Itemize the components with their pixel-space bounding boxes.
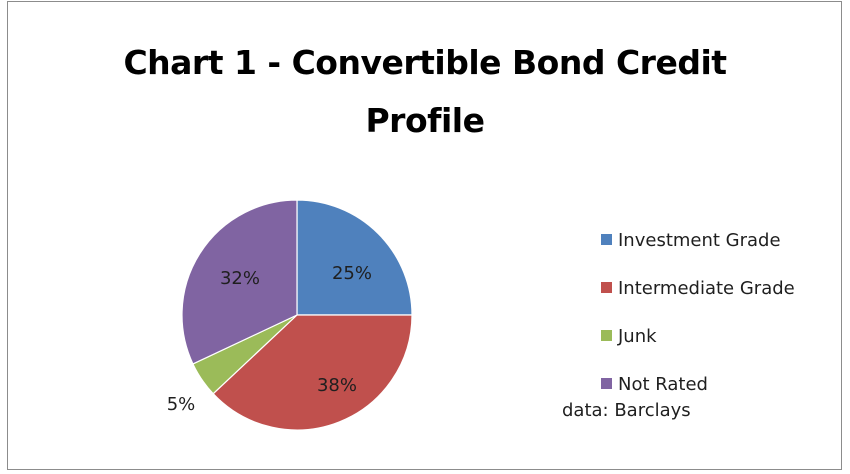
- pie-slice-investment-grade: [296, 199, 413, 316]
- legend-swatch-investment-grade: [601, 234, 612, 245]
- legend-swatch-intermediate-grade: [601, 282, 612, 293]
- data-label-junk: 5%: [167, 394, 196, 415]
- legend-label-not-rated: Not Rated: [618, 374, 708, 395]
- legend-item-intermediate-grade: Intermediate Grade: [601, 276, 795, 302]
- data-label-intermediate-grade: 38%: [317, 375, 357, 396]
- pie-slice-intermediate-grade: [212, 314, 413, 431]
- chart-title: Chart 1 - Convertible Bond Credit Profil…: [0, 34, 850, 150]
- pie-slice-not-rated: [181, 199, 298, 365]
- legend-label-investment-grade: Investment Grade: [618, 230, 781, 251]
- legend-item-investment-grade: Investment Grade: [601, 228, 781, 254]
- chart-frame: [7, 1, 842, 470]
- chart-title-line-2: Profile: [365, 101, 486, 140]
- legend-label-junk: Junk: [618, 326, 657, 347]
- legend-item-not-rated: Not Rated: [601, 372, 708, 398]
- legend-swatch-junk: [601, 330, 612, 341]
- chart-title-line-1: Chart 1 - Convertible Bond Credit: [123, 43, 727, 82]
- legend-swatch-not-rated: [601, 378, 612, 389]
- legend-label-intermediate-grade: Intermediate Grade: [618, 278, 795, 299]
- data-label-not-rated: 32%: [220, 268, 260, 289]
- data-label-investment-grade: 25%: [332, 263, 372, 284]
- source-note: data: Barclays: [562, 400, 691, 421]
- legend-item-junk: Junk: [601, 324, 657, 350]
